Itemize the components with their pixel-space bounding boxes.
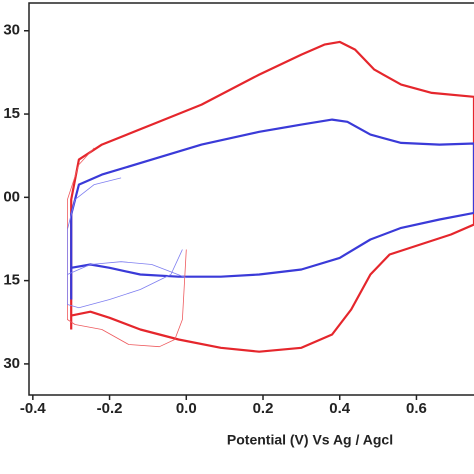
x-tick-label: 0.6	[406, 400, 427, 417]
cv-curve	[67, 261, 187, 279]
cv-curve	[67, 177, 183, 309]
cv-curve	[70, 40, 474, 353]
y-tick-label: 30	[3, 355, 20, 372]
cv-curve	[67, 147, 187, 348]
y-tick-label: 15	[3, 272, 20, 289]
plot-frame	[28, 2, 474, 396]
x-tick-label: 0.4	[329, 400, 351, 417]
cv-curve	[70, 118, 474, 300]
x-tick-label: -0.4	[20, 400, 47, 417]
x-tick-label: 0.0	[176, 400, 197, 417]
x-tick-label: -0.2	[97, 400, 123, 417]
y-tick-label: 15	[3, 105, 20, 122]
y-tick-label: 30	[3, 22, 20, 39]
x-tick-label: 0.2	[253, 400, 274, 417]
x-axis-label: Potential (V) Vs Ag / Agcl	[227, 432, 393, 448]
y-tick-label: 00	[3, 188, 20, 205]
